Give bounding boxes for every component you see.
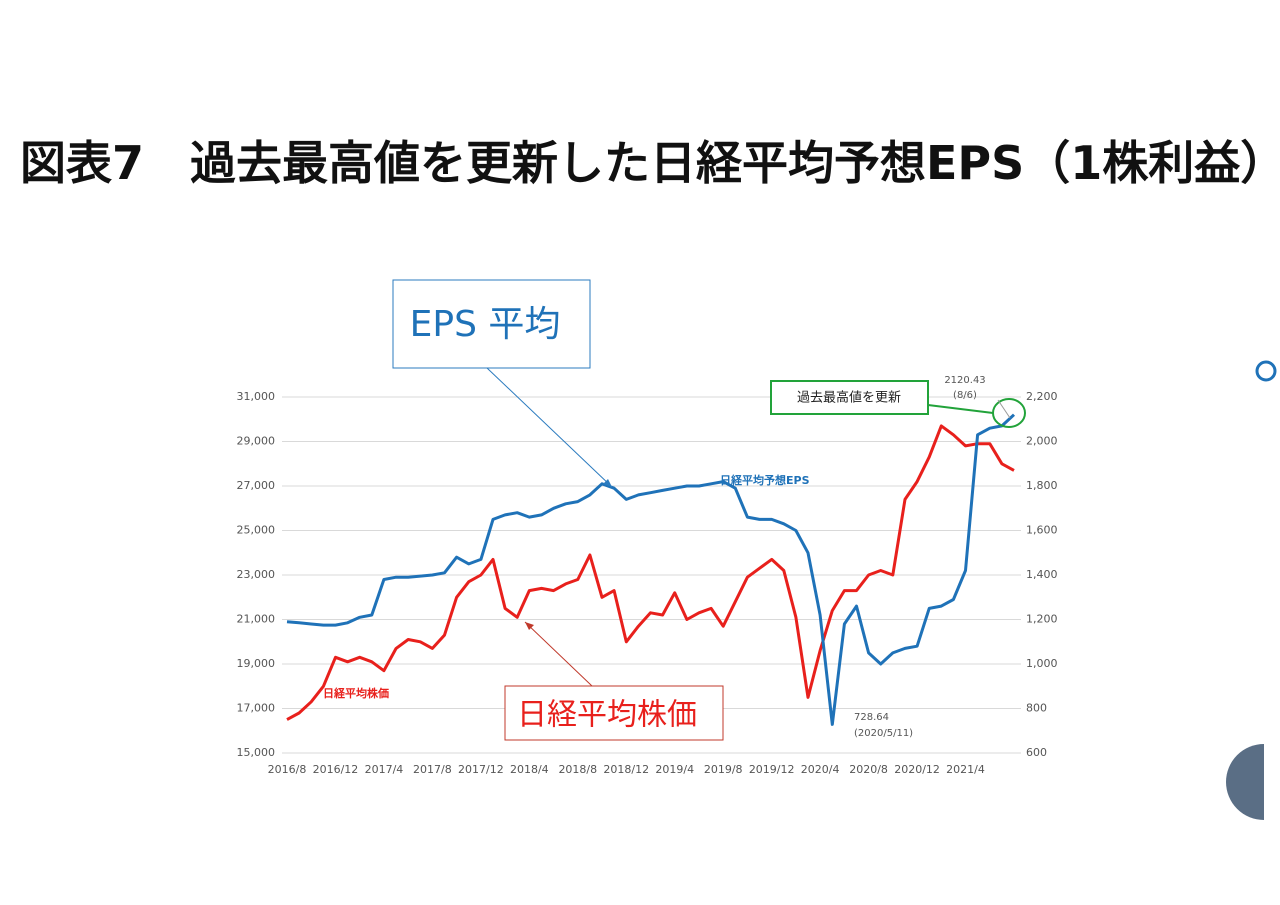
x-tick-label: 2018/4	[510, 763, 549, 776]
series-label: 日経平均予想EPS	[720, 473, 810, 487]
annotation-box	[392, 279, 591, 369]
annotation-arrow	[486, 367, 613, 488]
leader-line	[997, 399, 1011, 419]
data-label: 728.64	[854, 712, 889, 723]
annotation-line	[927, 404, 994, 414]
x-tick-label: 2019/8	[704, 763, 743, 776]
y2-tick-label: 1,000	[1026, 657, 1058, 670]
x-tick-label: 2020/8	[849, 763, 888, 776]
y2-tick-label: 600	[1026, 746, 1047, 759]
series-line	[286, 424, 1015, 721]
x-tick-label: 2017/8	[413, 763, 452, 776]
x-tick-label: 2018/12	[603, 763, 649, 776]
x-tick-label: 2021/4	[946, 763, 985, 776]
y2-tick-label: 1,200	[1026, 613, 1058, 626]
chart-title: 図表7 過去最高値を更新した日経平均予想EPS（1株利益）	[20, 136, 1280, 190]
y-tick-label: 15,000	[237, 746, 276, 759]
data-label: 2120.43	[944, 375, 985, 386]
edge-mask	[1264, 740, 1280, 830]
x-tick-label: 2016/12	[313, 763, 359, 776]
x-tick-label: 2020/12	[894, 763, 940, 776]
zoom-button[interactable]	[1255, 360, 1277, 382]
y2-tick-label: 2,200	[1026, 390, 1058, 403]
annotation-box	[504, 685, 724, 741]
y-tick-label: 21,000	[237, 613, 276, 626]
x-tick-label: 2019/12	[749, 763, 795, 776]
y-tick-label: 19,000	[237, 657, 276, 670]
y-tick-label: 29,000	[237, 435, 276, 448]
arrow-head	[525, 622, 534, 630]
annotation: (2020/5/11)	[854, 728, 913, 739]
annotation: 過去最高値を更新	[797, 390, 901, 406]
y-tick-label: 17,000	[237, 702, 276, 715]
y2-tick-label: 1,600	[1026, 524, 1058, 537]
x-tick-label: 2018/8	[558, 763, 597, 776]
y-tick-label: 27,000	[237, 479, 276, 492]
y-tick-label: 31,000	[237, 390, 276, 403]
y2-tick-label: 1,800	[1026, 479, 1058, 492]
x-tick-label: 2019/4	[655, 763, 694, 776]
series-label: 日経平均株価	[323, 686, 389, 700]
x-tick-label: 2017/12	[458, 763, 504, 776]
annotation-arrow	[524, 621, 593, 687]
arrow-head	[603, 479, 612, 487]
x-tick-label: 2017/4	[365, 763, 404, 776]
series-line	[286, 413, 1016, 726]
annotation: 日経平均株価	[517, 698, 697, 733]
annotation: (8/6)	[953, 390, 977, 401]
x-tick-label: 2020/4	[801, 763, 840, 776]
y-tick-label: 25,000	[237, 524, 276, 537]
y2-tick-label: 800	[1026, 702, 1047, 715]
y2-tick-label: 2,000	[1026, 435, 1058, 448]
highlight-circle	[992, 398, 1026, 428]
annotation: EPS 平均	[410, 304, 561, 345]
y-tick-label: 23,000	[237, 568, 276, 581]
x-tick-label: 2016/8	[268, 763, 307, 776]
annotation-box	[770, 380, 929, 415]
y2-tick-label: 1,400	[1026, 568, 1058, 581]
